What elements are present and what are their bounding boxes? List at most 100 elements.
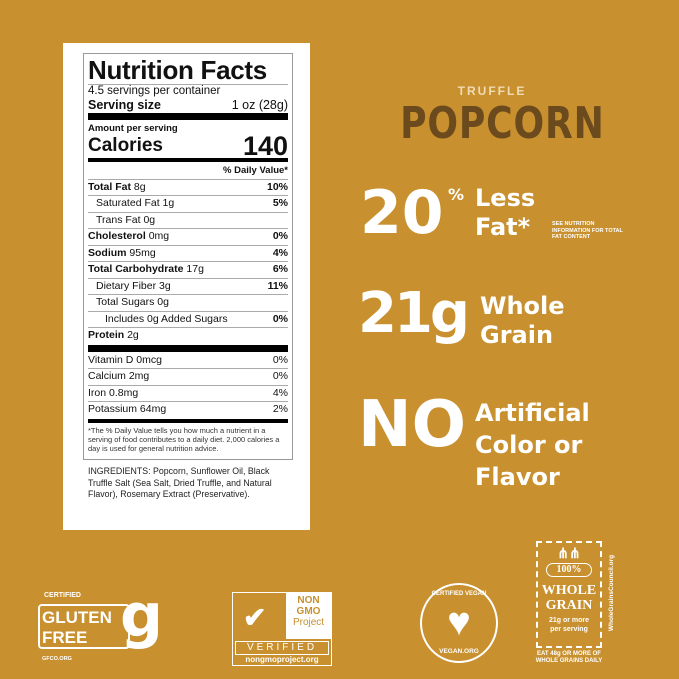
nutrient-amount: 2g xyxy=(127,329,139,341)
nutrient-dv: 11% xyxy=(267,279,288,292)
nutrient-dv: 6% xyxy=(272,263,288,275)
nutrient-label: Total Sugars 0g xyxy=(88,295,169,311)
nutrient-name: Dietary Fiber xyxy=(96,279,157,292)
flavor-name: TRUFFLE xyxy=(457,84,527,98)
nutrient-label: Total Fat 8g xyxy=(88,180,146,196)
micronutrient-row: Calcium 2mg 0% xyxy=(88,368,288,385)
nutrient-label: Sodium 95mg xyxy=(88,246,156,262)
nutrient-dv: 5% xyxy=(272,197,288,209)
nutrient-name: Includes 0g Added Sugars xyxy=(105,312,228,325)
nutrient-label: Includes 0g Added Sugars xyxy=(88,312,228,328)
nongmo-url: nongmoproject.org xyxy=(245,655,319,664)
nutrition-card: Nutrition Facts 4.5 servings per contain… xyxy=(63,43,310,530)
nutrient-name: Saturated Fat xyxy=(96,197,160,209)
nutrient-amount: 3g xyxy=(159,279,171,292)
nutrient-row: Protein 2g xyxy=(88,327,288,344)
wg-line3: 21g or more xyxy=(548,617,590,624)
vegan-bottom: VEGAN.ORG xyxy=(439,648,479,655)
gluten-line1: GLUTEN xyxy=(42,608,112,627)
grain-number: 21g xyxy=(358,281,470,346)
no-word: NO xyxy=(358,388,466,462)
fat-note: SEE NUTRITION INFORMATION FOR TOTAL FAT … xyxy=(552,221,623,240)
wheat-icon: ⋔⋔ xyxy=(557,547,581,562)
nutrient-row: Trans Fat 0g xyxy=(88,211,288,229)
micronutrient-dv: 0% xyxy=(272,353,288,366)
nongmo-verified: VERIFIED xyxy=(235,641,329,655)
micronutrient-row: Iron 0.8mg 4% xyxy=(88,384,288,402)
fat-number: 20 xyxy=(360,178,444,248)
wg-side: WholeGrainsCouncil.org xyxy=(608,554,615,632)
fat-percent: % xyxy=(448,185,465,204)
nutrient-name: Sodium xyxy=(88,246,127,259)
nutrient-name: Total Sugars xyxy=(96,296,155,308)
ingredients: INGREDIENTS: Popcorn, Sunflower Oil, Bla… xyxy=(88,466,272,499)
micronutrient-label: Iron 0.8mg xyxy=(88,386,139,399)
grain-line2: Grain xyxy=(480,321,554,349)
nongmo-line2: GMO xyxy=(296,606,321,617)
nutrient-amount: 0g xyxy=(157,296,169,308)
gluten-free-badge: CERTIFIED GLUTEN FREE g GFCO.ORG xyxy=(38,586,168,667)
nutrient-dv: 10% xyxy=(266,180,288,193)
wg-line2: GRAIN xyxy=(545,598,593,613)
nutrient-row: Total Sugars 0g xyxy=(88,294,288,311)
serving-size-label: Serving size xyxy=(88,98,161,112)
nutrient-row: Includes 0g Added Sugars 0% xyxy=(88,310,288,328)
gluten-url: GFCO.ORG xyxy=(42,656,72,662)
product-name: POPCORN xyxy=(400,98,605,149)
micronutrient-row: Vitamin D 0mcg 0% xyxy=(88,353,288,369)
no-line2: Color or xyxy=(475,431,583,459)
nutrient-name: Total Fat xyxy=(88,180,131,193)
wg-bottom: EAT 48g OR MORE OF WHOLE GRAINS DAILY xyxy=(535,651,603,664)
nutrient-name: Cholesterol xyxy=(88,230,146,242)
serving-size-value: 1 oz (28g) xyxy=(231,98,288,112)
nutrient-row: Total Fat 8g 10% xyxy=(88,178,288,196)
nutrition-facts-label: Nutrition Facts 4.5 servings per contain… xyxy=(83,53,293,460)
nutrient-amount: 17g xyxy=(186,263,204,275)
micronutrient-label: Vitamin D 0mcg xyxy=(88,353,162,366)
fat-line2: Fat* xyxy=(475,213,531,241)
butterfly-plant-icon: ✔ xyxy=(243,602,267,633)
nutrient-row: Saturated Fat 1g 5% xyxy=(88,195,288,212)
vegan-badge: CERTIFIED VEGAN ♥ VEGAN.ORG xyxy=(420,583,498,663)
nutrient-row: Sodium 95mg 4% xyxy=(88,244,288,262)
nongmo-line1: NON xyxy=(297,595,320,606)
nutrient-row: Total Carbohydrate 17g 6% xyxy=(88,261,288,278)
gluten-top: CERTIFIED xyxy=(44,592,81,599)
nutrient-dv: 4% xyxy=(272,246,288,259)
calories-value: 140 xyxy=(242,131,288,161)
nutrient-amount: 0mg xyxy=(148,230,170,242)
amount-per-serving: Amount per serving xyxy=(88,123,178,134)
fat-line1: Less xyxy=(475,184,536,212)
nutrient-amount: 0g xyxy=(143,213,156,226)
micronutrient-dv: 4% xyxy=(272,386,288,399)
nutrient-name: Trans Fat xyxy=(96,213,141,226)
micronutrient-dv: 2% xyxy=(272,403,288,415)
calories-label: Calories xyxy=(88,135,163,156)
nutrient-label: Dietary Fiber 3g xyxy=(88,279,171,295)
nutrition-title: Nutrition Facts xyxy=(88,55,267,85)
nutrient-label: Trans Fat 0g xyxy=(88,213,155,229)
whole-grain-badge: ⋔⋔ 100% WHOLE GRAIN 21g or more per serv… xyxy=(536,541,616,671)
footnote: *The % Daily Value tells you how much a … xyxy=(88,425,280,453)
grain-line1: Whole xyxy=(480,292,565,320)
nutrient-dv: 0% xyxy=(272,230,288,242)
nutrient-label: Protein 2g xyxy=(88,328,139,344)
nongmo-line3: Project xyxy=(292,617,325,628)
micronutrient-row: Potassium 64mg 2% xyxy=(88,401,288,418)
nutrient-amount: 1g xyxy=(162,197,175,209)
micronutrient-label: Calcium 2mg xyxy=(88,370,150,382)
dv-header: % Daily Value* xyxy=(223,165,288,176)
no-line1: Artificial xyxy=(475,399,590,427)
vegan-top: CERTIFIED VEGAN xyxy=(431,591,487,597)
wg-pct: 100% xyxy=(546,563,592,577)
gluten-line2: FREE xyxy=(42,628,88,647)
no-line3: Flavor xyxy=(475,463,560,491)
nutrient-label: Cholesterol 0mg xyxy=(88,229,169,245)
wg-line1: WHOLE xyxy=(541,583,597,598)
nutrient-row: Cholesterol 0mg 0% xyxy=(88,228,288,245)
g-icon: g xyxy=(120,581,163,651)
micronutrient-label: Potassium 64mg xyxy=(88,403,167,415)
nutrient-amount: 95mg xyxy=(129,246,156,259)
nutrient-label: Saturated Fat 1g xyxy=(88,196,174,212)
heart-v-icon: ♥ xyxy=(447,600,471,644)
